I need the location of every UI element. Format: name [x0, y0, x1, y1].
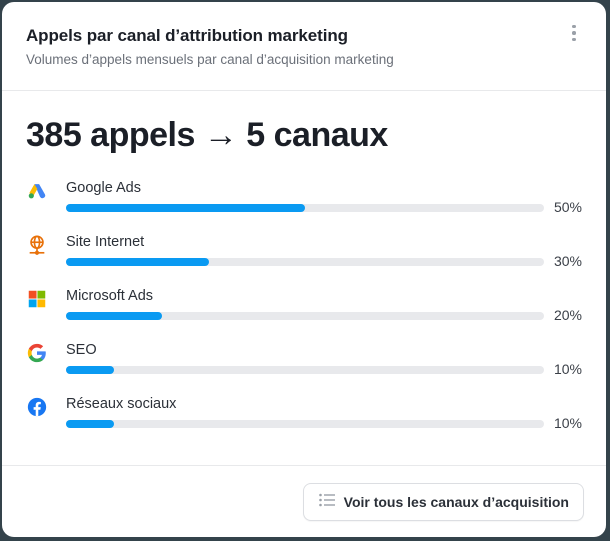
channel-percent: 30% — [553, 253, 582, 269]
attribution-card: Appels par canal d’attribution marketing… — [2, 2, 606, 537]
channel-label: Google Ads — [66, 180, 141, 196]
progress-fill — [66, 420, 114, 428]
progress-track — [66, 366, 544, 374]
channel-percent: 50% — [553, 199, 582, 215]
progress-fill — [66, 204, 305, 212]
channel-label: Microsoft Ads — [66, 288, 154, 304]
microsoft-icon — [26, 288, 50, 312]
channel-row-reseaux-sociaux: Réseaux sociaux 10% — [2, 396, 606, 446]
progress-track — [66, 312, 544, 320]
progress-track — [66, 204, 544, 212]
view-all-channels-button[interactable]: Voir tous les canaux d’acquisition — [302, 483, 584, 521]
progress-fill — [66, 258, 210, 266]
google-ads-icon — [26, 180, 50, 204]
channel-row-seo: SEO 10% — [2, 342, 606, 392]
progress-track — [66, 258, 544, 266]
kebab-dot — [572, 31, 576, 35]
progress-fill — [66, 312, 162, 320]
progress-fill — [66, 366, 114, 374]
website-globe-icon — [26, 234, 50, 258]
google-g-icon — [26, 342, 50, 366]
card-subtitle: Volumes d’appels mensuels par canal d’ac… — [26, 52, 394, 67]
card-footer: Voir tous les canaux d’acquisition — [2, 465, 606, 537]
channel-row-site-internet: Site Internet 30% — [2, 234, 606, 284]
kebab-dot — [572, 37, 576, 42]
channel-label: SEO — [66, 342, 97, 358]
view-all-channels-label: Voir tous les canaux d’acquisition — [343, 494, 569, 510]
card-title: Appels par canal d’attribution marketing — [26, 26, 348, 45]
channel-percent: 20% — [553, 307, 582, 323]
channel-label: Site Internet — [66, 234, 145, 250]
more-options-button[interactable] — [566, 22, 582, 44]
summary-headline: 385 appels → 5 canaux — [26, 116, 388, 154]
facebook-icon — [26, 396, 50, 420]
channel-row-google-ads: Google Ads 50% — [2, 180, 606, 230]
channel-label: Réseaux sociaux — [66, 396, 177, 412]
channel-percent: 10% — [553, 361, 582, 377]
kebab-dot — [572, 24, 576, 29]
list-icon — [318, 492, 336, 513]
channel-percent: 10% — [553, 415, 582, 431]
card-header: Appels par canal d’attribution marketing… — [2, 2, 606, 91]
channel-row-microsoft-ads: Microsoft Ads 20% — [2, 288, 606, 338]
progress-track — [66, 420, 544, 428]
